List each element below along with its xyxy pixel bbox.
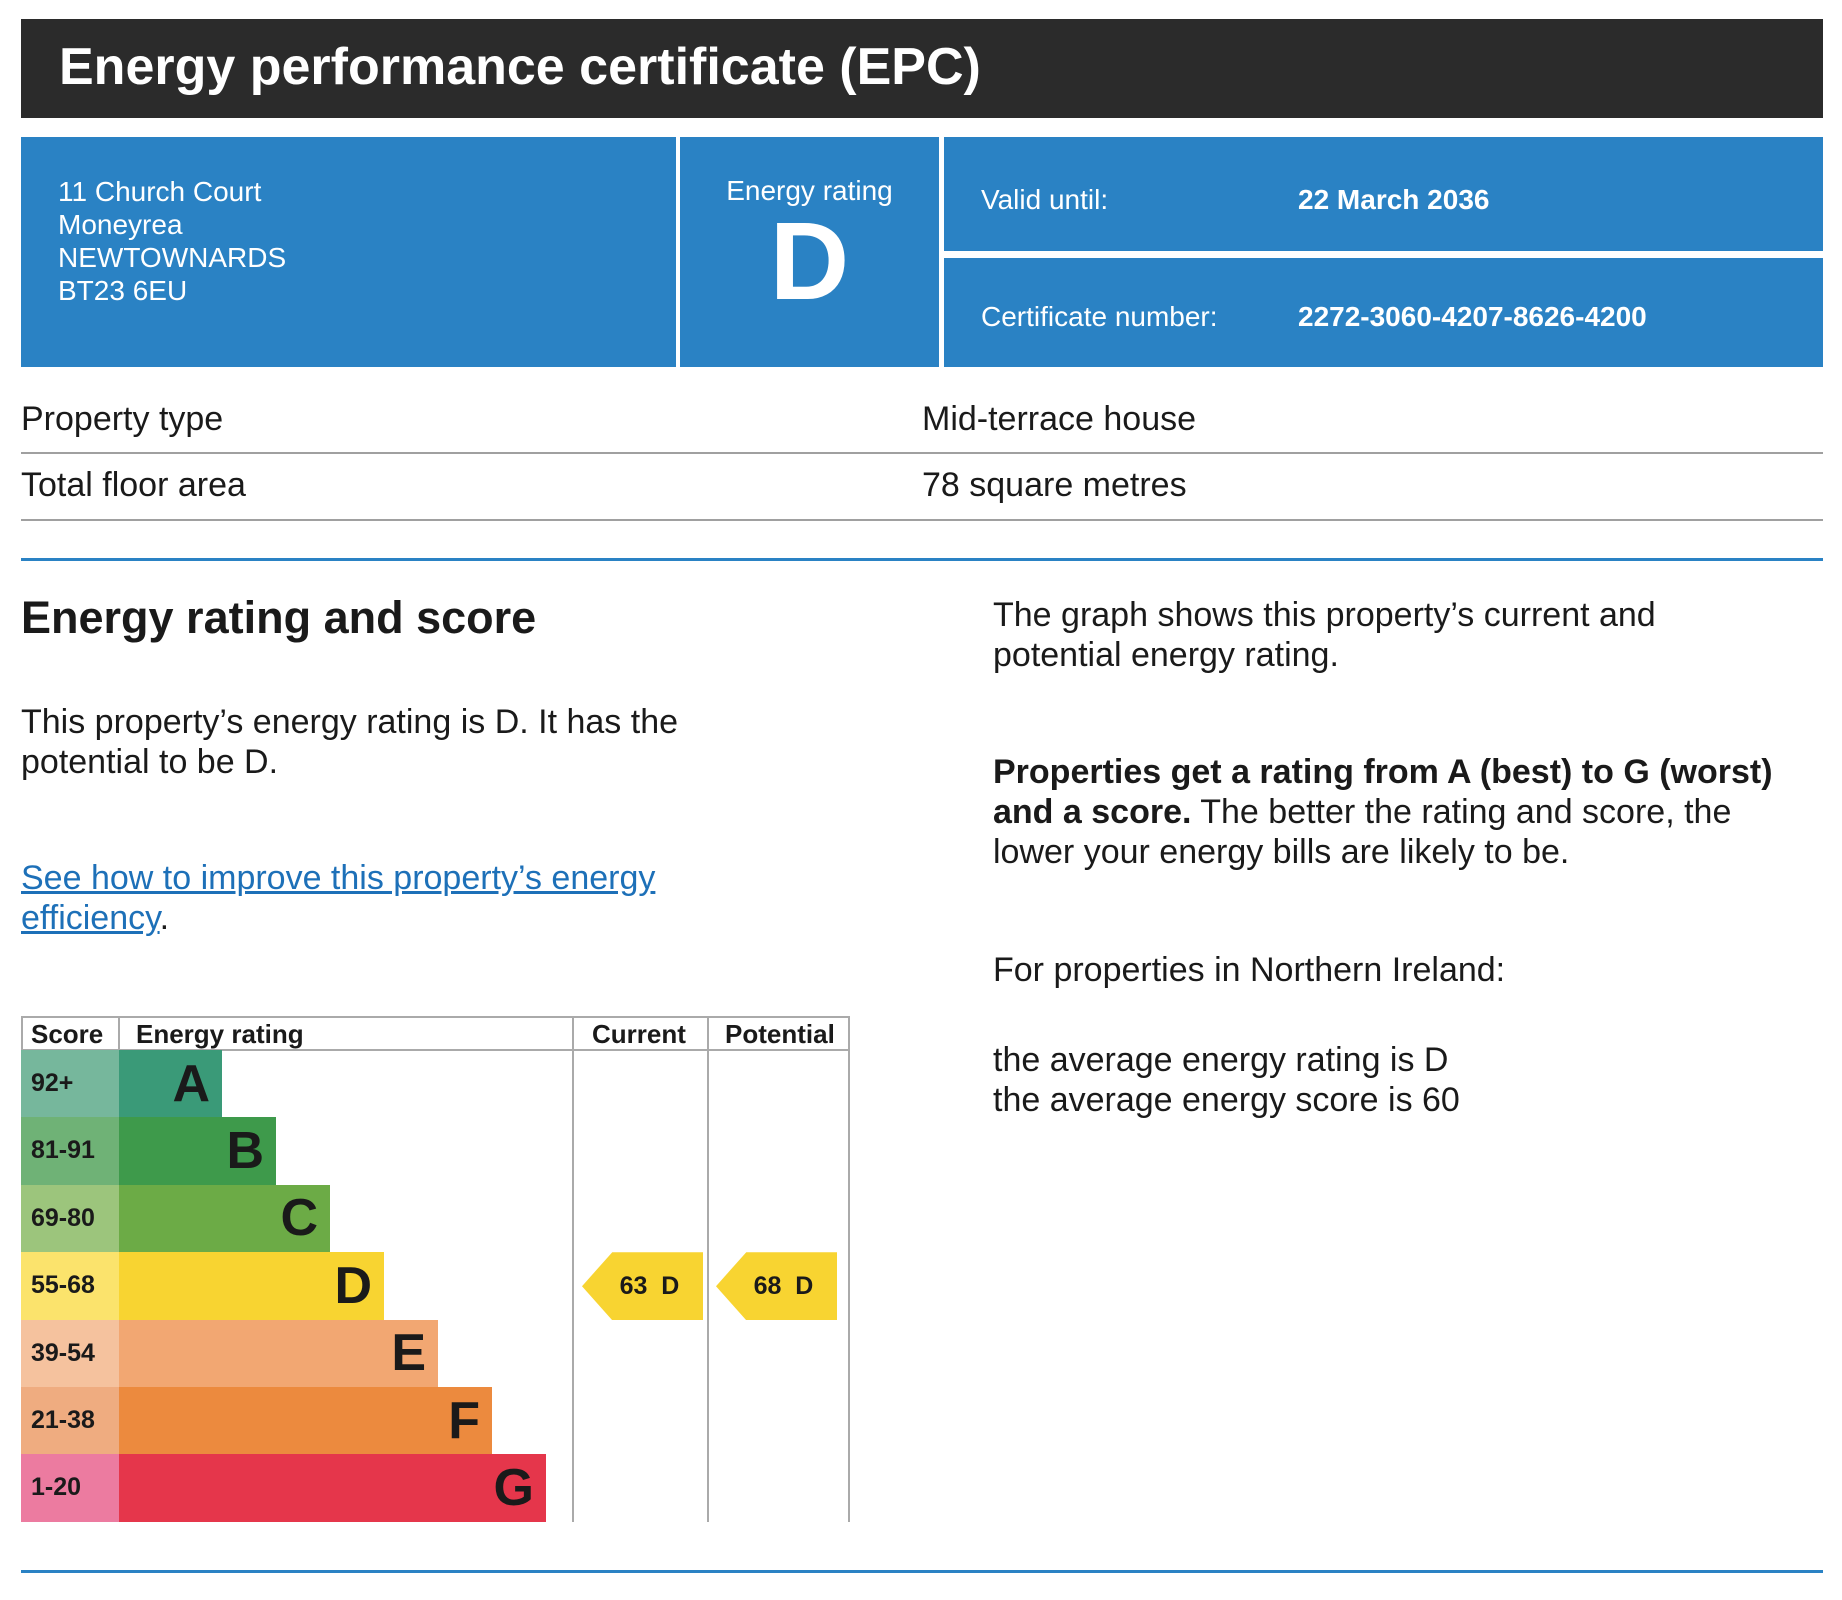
address-line: BT23 6EU (58, 275, 188, 306)
section-heading: Energy rating and score (21, 592, 537, 643)
rating-bar-C: C (119, 1184, 330, 1253)
text-line: Properties get a rating from A (best) to… (993, 753, 1773, 791)
grid-line (118, 1016, 120, 1049)
score-range-E: 39-54 (21, 1319, 119, 1387)
energy-rating-box: Energy rating D (680, 137, 939, 367)
score-range-C: 69-80 (21, 1184, 119, 1253)
header-energy-rating: Energy rating (136, 1019, 304, 1049)
certificate-number-box: Certificate number: 2272-3060-4207-8626-… (944, 258, 1823, 367)
rating-summary: This property’s energy rating is D. It h… (21, 702, 678, 782)
rating-bar-E: E (119, 1319, 438, 1387)
valid-until-label: Valid until: (981, 184, 1109, 215)
improve-link-block: See how to improve this property’s energ… (21, 858, 655, 938)
rating-summary-line: potential to be D. (21, 743, 279, 781)
floor-area-value: 78 square metres (922, 466, 1187, 504)
property-type-value: Mid-terrace house (922, 400, 1197, 438)
rating-letter: E (391, 1324, 426, 1383)
rating-bar-F: F (119, 1387, 492, 1455)
certificate-number-label: Certificate number: (981, 301, 1218, 332)
current-rating-arrow: 63 D (582, 1252, 703, 1321)
address-line: Moneyrea (58, 209, 183, 240)
grid-line (21, 1049, 850, 1051)
link-period: . (159, 899, 170, 937)
graph-description: The graph shows this property’s current … (993, 595, 1656, 675)
rating-explanation: Properties get a rating from A (best) to… (993, 752, 1773, 872)
energy-rating-value: D (769, 200, 850, 323)
header-score: Score (31, 1019, 104, 1049)
grid-line (848, 1016, 850, 1522)
divider (21, 452, 1823, 454)
potential-rating-arrow: 68 D (716, 1252, 837, 1321)
header-potential: Potential (725, 1019, 835, 1049)
grid-line (707, 1016, 709, 1522)
rating-letter: D (334, 1256, 372, 1315)
property-type-label: Property type (21, 400, 224, 438)
grid-line (21, 1016, 850, 1018)
rating-bar-B: B (119, 1117, 276, 1185)
average-rating: the average energy rating is D (993, 1041, 1449, 1079)
rating-bar-A: A (119, 1050, 222, 1118)
valid-until-value: 22 March 2036 (1298, 184, 1490, 215)
rating-bar-G: G (119, 1454, 546, 1522)
address-line: 11 Church Court (58, 176, 262, 207)
energy-rating-chart: Score Energy rating Current Potential 92… (21, 1016, 850, 1522)
valid-until-box: Valid until: 22 March 2036 (944, 137, 1823, 251)
address-line: NEWTOWNARDS (58, 242, 287, 273)
text-line: The better the rating and score, the (1191, 793, 1732, 831)
score-range-A: 92+ (21, 1050, 119, 1118)
title-bar: Energy performance certificate (EPC) (21, 19, 1823, 118)
score-range-F: 21-38 (21, 1387, 119, 1455)
text-line: The graph shows this property’s current … (993, 596, 1656, 634)
rating-letter: F (448, 1391, 480, 1450)
rating-letter: C (280, 1189, 318, 1248)
rating-letter: G (493, 1459, 534, 1518)
text-bold: and a score. (993, 793, 1192, 831)
rating-summary-line: This property’s energy rating is D. It h… (21, 703, 679, 741)
ni-averages: the average energy rating is D the avera… (993, 1040, 1460, 1120)
section-rule (21, 558, 1823, 561)
page-title: Energy performance certificate (EPC) (59, 38, 981, 96)
text-line: potential energy rating. (993, 636, 1339, 674)
bottom-rule (21, 1570, 1823, 1573)
rating-bar-D: D (119, 1252, 384, 1320)
divider (21, 519, 1823, 521)
score-range-D: 55-68 (21, 1252, 119, 1320)
header-current: Current (592, 1019, 686, 1049)
certificate-number-value: 2272-3060-4207-8626-4200 (1298, 301, 1647, 332)
rating-letter: A (172, 1054, 210, 1113)
energy-rating-label: Energy rating (726, 175, 893, 206)
score-range-G: 1-20 (21, 1454, 119, 1522)
floor-area-label: Total floor area (21, 466, 246, 504)
improve-efficiency-link[interactable]: See how to improve this property’s energ… (21, 859, 656, 937)
score-range-B: 81-91 (21, 1117, 119, 1185)
rating-letter: B (226, 1122, 264, 1181)
text-line: lower your energy bills are likely to be… (993, 833, 1570, 871)
address-box: 11 Church Court Moneyrea NEWTOWNARDS BT2… (21, 137, 676, 367)
grid-line (21, 1016, 23, 1049)
average-score: the average energy score is 60 (993, 1081, 1460, 1119)
grid-line (572, 1016, 574, 1522)
ni-intro: For properties in Northern Ireland: (993, 951, 1506, 989)
